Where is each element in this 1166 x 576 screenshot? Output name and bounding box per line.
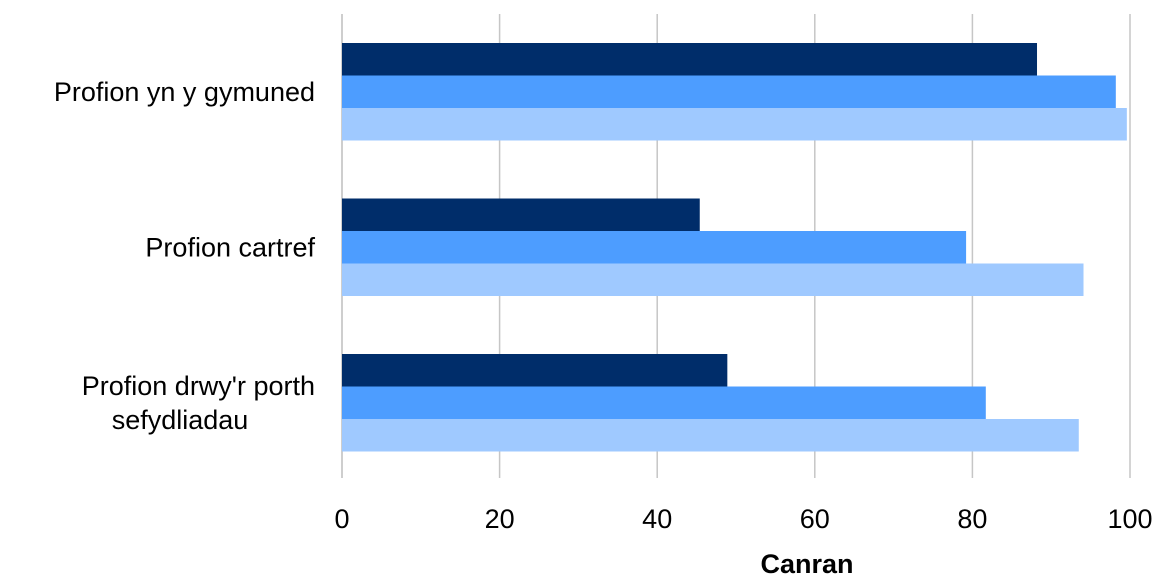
bar <box>342 231 967 264</box>
bar <box>342 386 986 419</box>
bar <box>342 75 1116 108</box>
category-labels: Profion yn y gymuned Profion cartref Profi… <box>54 77 316 435</box>
category-label: sefydliadau <box>112 405 249 435</box>
category-label: Profion cartref <box>145 232 315 262</box>
bars <box>342 43 1127 452</box>
x-tick-label: 60 <box>800 504 830 534</box>
x-tick-label: 40 <box>642 504 672 534</box>
x-tick-label: 80 <box>957 504 987 534</box>
category-label: Profion drwy'r porth <box>82 371 315 401</box>
bar <box>342 108 1127 141</box>
x-tick-label: 20 <box>485 504 515 534</box>
bar <box>342 354 728 387</box>
bar <box>342 419 1079 452</box>
x-axis-title: Canran <box>760 549 853 576</box>
x-tick-label: 0 <box>334 504 349 534</box>
category-label: Profion yn y gymuned <box>54 77 315 107</box>
bar <box>342 263 1084 296</box>
x-tick-labels: 0 20 40 60 80 100 <box>334 504 1152 534</box>
bar <box>342 43 1038 76</box>
x-tick-label: 100 <box>1107 504 1152 534</box>
bar <box>342 198 700 231</box>
